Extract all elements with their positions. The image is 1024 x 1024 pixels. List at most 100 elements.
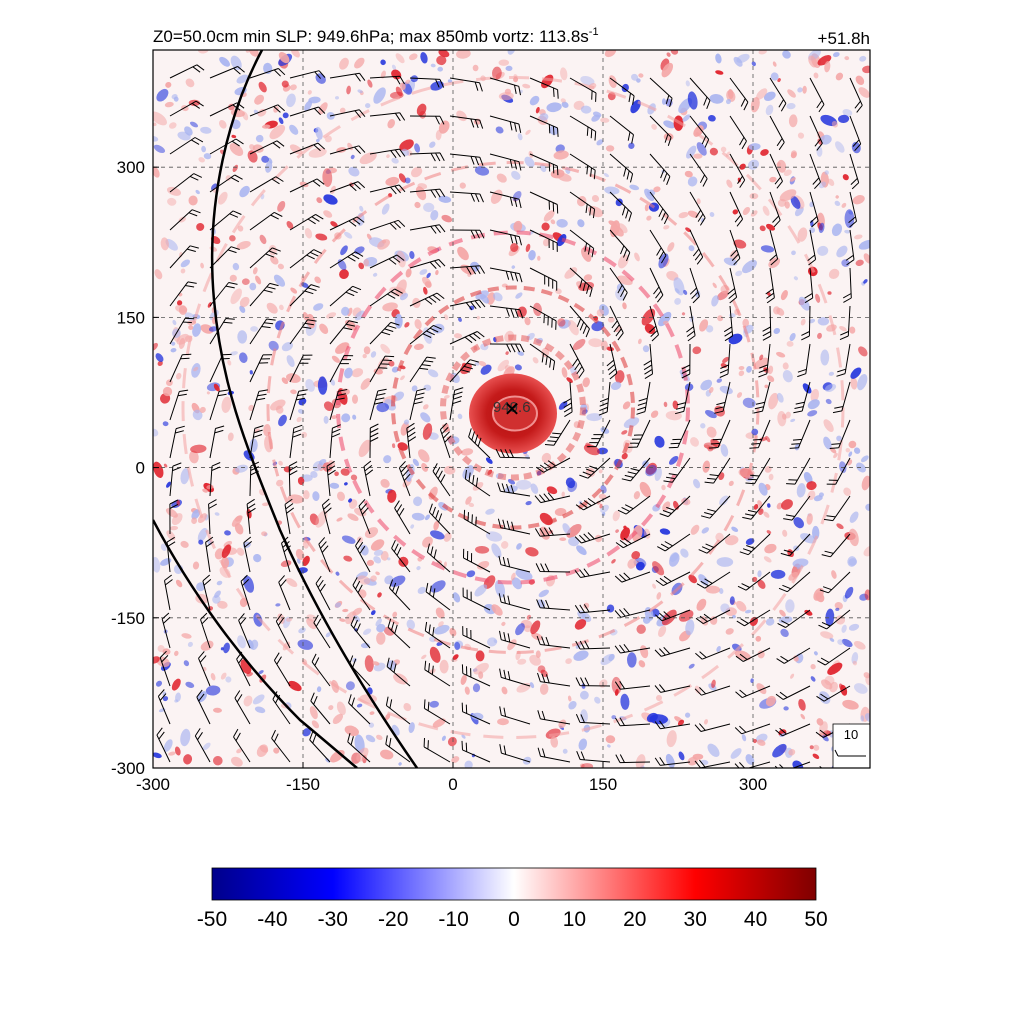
vorticity-cell [322, 168, 333, 187]
wind-barb [194, 728, 211, 763]
wind-barb [536, 599, 571, 611]
wind-barb [329, 355, 354, 383]
vorticity-cell [607, 316, 615, 323]
vorticity-cell [698, 574, 709, 586]
vorticity-cell [358, 439, 371, 458]
vorticity-cell [460, 362, 472, 375]
vorticity-cell [766, 530, 772, 535]
wind-barb [749, 419, 771, 449]
wind-barb [449, 229, 485, 239]
wind-barb [369, 75, 405, 85]
vorticity-cell [275, 405, 284, 414]
wind-barb [409, 115, 445, 125]
reference-barb-icon [834, 749, 866, 757]
wind-barb [240, 574, 251, 611]
vorticity-cell [763, 511, 770, 518]
vorticity-cell [429, 700, 439, 708]
colorbar-tick-label: -50 [197, 908, 227, 931]
vorticity-cell [286, 93, 296, 108]
vorticity-cell [328, 705, 334, 711]
vorticity-cell [414, 143, 421, 153]
wind-barb [249, 211, 283, 231]
vorticity-cell [412, 458, 420, 467]
vorticity-cell [196, 222, 205, 231]
vorticity-cell [790, 418, 796, 423]
vorticity-cell [654, 467, 662, 481]
vorticity-cell [605, 735, 616, 744]
vorticity-cell [225, 676, 232, 683]
vorticity-cell [742, 397, 756, 409]
vorticity-cell [261, 155, 269, 163]
wind-barb [529, 267, 558, 291]
wind-barb [654, 720, 691, 730]
vorticity-cell [639, 481, 652, 498]
vorticity-cell [835, 607, 840, 612]
wind-barb [236, 651, 251, 687]
wind-barb [209, 318, 235, 345]
vorticity-cell [419, 269, 428, 275]
vorticity-cell [175, 372, 182, 380]
vorticity-cell [654, 435, 665, 448]
y-tick-label: 150 [117, 308, 145, 327]
vorticity-cell [302, 728, 311, 737]
vorticity-cell [742, 259, 757, 274]
vorticity-cell [501, 621, 506, 626]
vorticity-cell [828, 268, 840, 280]
vorticity-cell [229, 235, 236, 242]
wind-barb [598, 381, 611, 416]
vorticity-cell [577, 610, 592, 623]
vorticity-cell [317, 376, 328, 395]
wind-barb [463, 548, 491, 573]
wind-barb [797, 343, 811, 378]
vorticity-cell [388, 360, 395, 367]
vorticity-cell [708, 387, 714, 394]
vorticity-cell [471, 712, 484, 721]
vorticity-cell [842, 109, 853, 116]
vorticity-cell [206, 484, 214, 490]
vorticity-cell [187, 641, 193, 647]
vorticity-cell [561, 367, 568, 378]
vorticity-cell [287, 494, 305, 504]
vorticity-cell [716, 378, 722, 383]
wind-barb [809, 153, 821, 190]
vorticity-cell [763, 91, 776, 101]
vorticity-cell [792, 558, 809, 568]
vorticity-cell [372, 661, 380, 666]
wind-barb [537, 747, 571, 763]
vorticity-cell [638, 338, 642, 345]
vorticity-cell [839, 325, 847, 332]
vorticity-cell [472, 64, 479, 72]
vorticity-cell [720, 146, 727, 153]
vorticity-cell [586, 413, 603, 422]
vorticity-cell [594, 696, 601, 704]
vorticity-cell [789, 177, 796, 182]
vorticity-cell [623, 417, 640, 428]
wind-barb [776, 647, 811, 664]
vorticity-cell [737, 177, 741, 183]
vorticity-cell [560, 98, 566, 103]
vorticity-cell [688, 574, 697, 584]
vorticity-cell [166, 186, 182, 196]
wind-barb [609, 305, 624, 341]
wind-barb [529, 115, 559, 137]
vorticity-cell [785, 599, 795, 613]
vorticity-cell [517, 306, 527, 318]
vorticity-cell [268, 340, 279, 351]
vorticity-cell [289, 144, 303, 155]
vorticity-cell [583, 602, 590, 609]
wind-barb [246, 498, 256, 535]
vorticity-cell [306, 618, 317, 630]
vorticity-cell [395, 86, 403, 97]
wind-barb [461, 740, 491, 763]
wind-barb [499, 706, 531, 725]
vorticity-cell [562, 748, 568, 754]
vorticity-cell [231, 756, 243, 767]
vorticity-cell [286, 355, 295, 368]
vorticity-cell [380, 343, 391, 354]
wind-barb [736, 609, 771, 627]
wind-barb [649, 267, 664, 303]
vorticity-cell [554, 507, 567, 517]
vorticity-cell [474, 362, 480, 366]
vorticity-cell [363, 346, 371, 355]
vorticity-cell [191, 509, 200, 520]
